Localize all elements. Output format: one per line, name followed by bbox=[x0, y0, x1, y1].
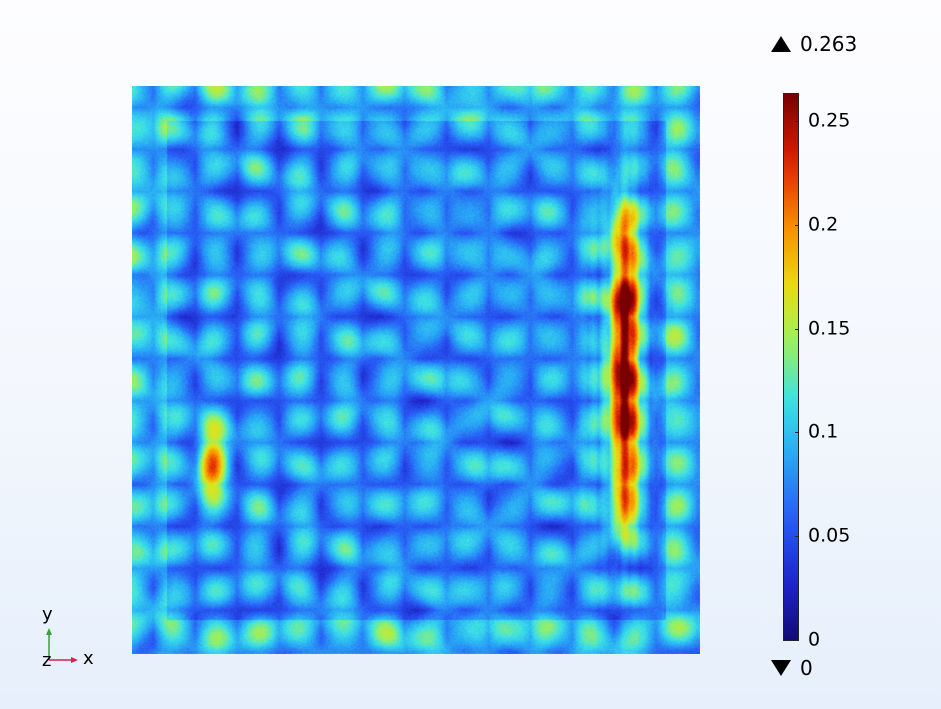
colorbar-tick-mark bbox=[795, 224, 799, 226]
colorbar-tick-mark bbox=[795, 432, 799, 434]
colorbar bbox=[783, 93, 799, 641]
x-axis-label: x bbox=[83, 648, 94, 669]
triangle-up-icon bbox=[771, 36, 791, 52]
min-value-label: 0 bbox=[800, 656, 813, 680]
max-value-label: 0.263 bbox=[800, 32, 858, 56]
colorbar-tick-label: 0.25 bbox=[808, 109, 851, 132]
colorbar-tick-mark bbox=[795, 328, 799, 330]
y-axis-label: y bbox=[42, 604, 53, 625]
max-value-indicator: 0.263 bbox=[770, 34, 857, 54]
colorbar-tick-mark bbox=[795, 120, 799, 122]
x-axis-arrowhead bbox=[71, 657, 78, 663]
axes-triad: y x z bbox=[38, 604, 108, 674]
min-value-indicator: 0 bbox=[770, 658, 813, 678]
z-axis-label: z bbox=[42, 650, 52, 671]
colorbar-tick-mark bbox=[795, 536, 799, 538]
heatmap-plot bbox=[132, 86, 700, 654]
colorbar-tick-label: 0.05 bbox=[808, 524, 851, 547]
colorbar-tick-label: 0 bbox=[808, 628, 821, 651]
colorbar-tick-mark bbox=[795, 640, 799, 641]
colorbar-tick-label: 0.2 bbox=[808, 213, 839, 236]
y-axis-arrowhead bbox=[46, 628, 52, 635]
colorbar-tick-label: 0.1 bbox=[808, 420, 839, 443]
colorbar-tick-label: 0.15 bbox=[808, 317, 851, 340]
triangle-down-icon bbox=[771, 660, 791, 676]
